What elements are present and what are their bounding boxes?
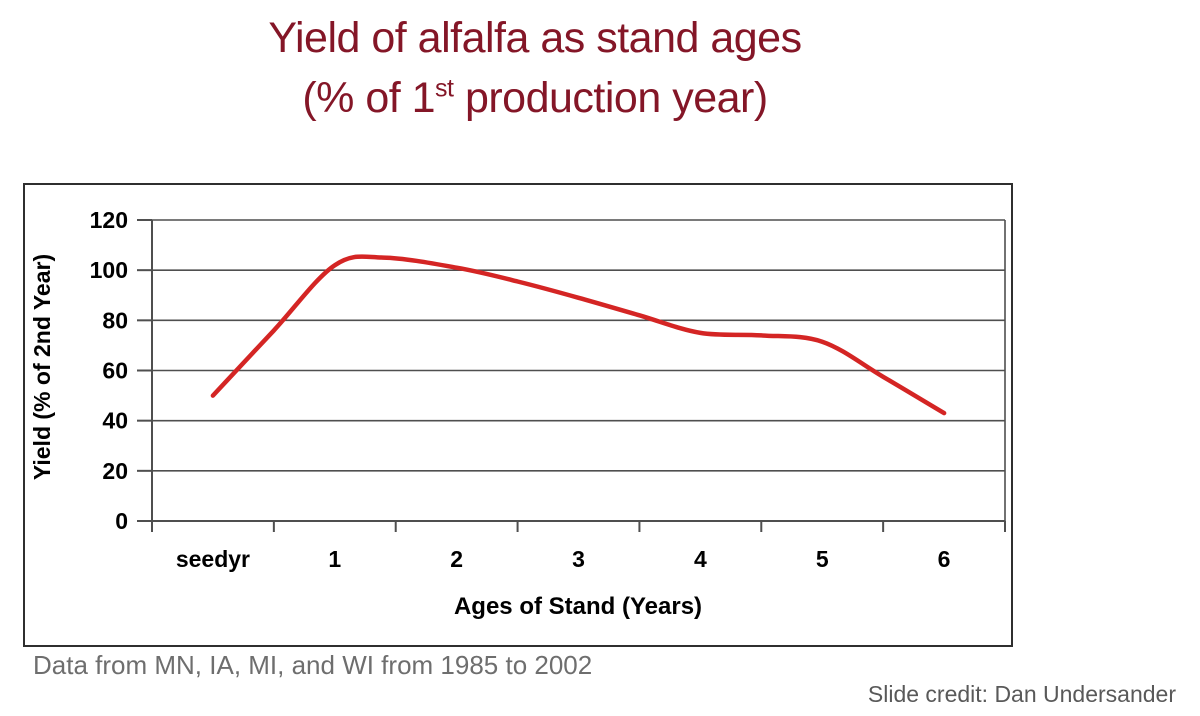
y-tick-label: 40 [102,408,128,434]
x-category-label: 4 [694,546,707,572]
slide-title-line1: Yield of alfalfa as stand ages [268,14,802,62]
y-axis-title: Yield (% of 2nd Year) [29,254,55,480]
x-axis-title: Ages of Stand (Years) [454,593,702,620]
x-category-label: seedyr [176,546,250,572]
slide-title-line2: (% of 1st production year) [0,68,1070,128]
slide-title-line2-pre: (% of 1 [302,74,436,122]
x-category-label: 1 [328,546,341,572]
slide-title: Yield of alfalfa as stand ages (% of 1st… [0,8,1070,128]
slide-title-line2-post: production year) [453,74,768,122]
slide-credit: Slide credit: Dan Undersander [867,681,1176,707]
x-category-label: 3 [572,546,585,572]
yield-line-series [210,254,947,416]
slide-title-line2-superscript: st [435,74,454,103]
x-category-label: 6 [938,546,951,572]
x-category-label: 5 [816,546,829,572]
y-tick-label: 0 [115,508,128,534]
yield-chart: 0 20 40 60 80 100 120 seedyr 1 2 3 4 5 6 Yield (% of 2… [23,183,1013,647]
y-tick-label: 80 [102,307,128,333]
data-source-note: Data from MN, IA, MI, and WI from 1985 t… [33,650,593,680]
x-category-label: 2 [450,546,463,572]
y-tick-label: 100 [90,257,128,283]
yield-chart-plot: 0 20 40 60 80 100 120 seedyr 1 2 3 4 5 6 Yield (% of 2… [29,207,1006,620]
y-tick-label: 120 [90,207,128,233]
y-tick-label: 20 [102,458,128,484]
y-tick-label: 60 [102,358,128,384]
